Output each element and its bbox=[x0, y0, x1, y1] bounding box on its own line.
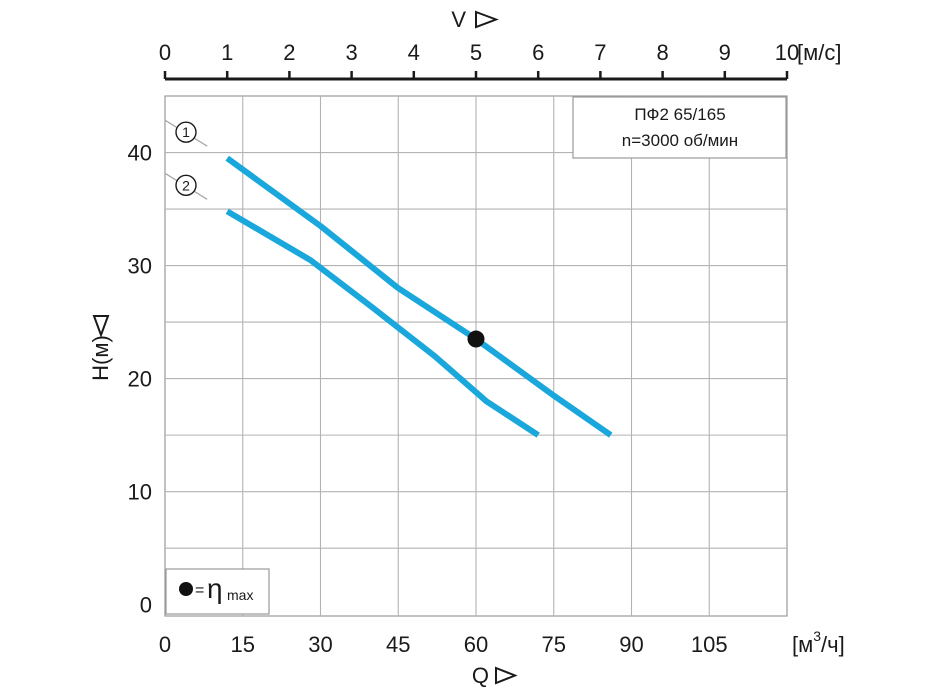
x-tick-label-6: 90 bbox=[619, 632, 643, 657]
legend-marker-dot bbox=[179, 582, 193, 596]
info-box bbox=[572, 96, 787, 159]
series-badge-1 bbox=[175, 121, 197, 143]
top-tick-label-7: 7 bbox=[594, 40, 606, 65]
y-axis-arrow-icon bbox=[92, 315, 110, 338]
top-tick-label-1: 1 bbox=[221, 40, 233, 65]
x-axis-ticks: 0 15 30 45 60 75 90 105 bbox=[159, 632, 728, 657]
y-axis-ticks: 0 10 20 30 40 bbox=[128, 141, 152, 618]
series-badge-2 bbox=[175, 174, 197, 197]
top-tick-label-8: 8 bbox=[656, 40, 668, 65]
top-axis-ticks: 0 1 2 3 4 5 6 7 8 9 10 bbox=[159, 40, 799, 79]
x-tick-label-2: 30 bbox=[308, 632, 332, 657]
legend-equals: = bbox=[195, 582, 204, 599]
top-axis-unit: [м/с] bbox=[797, 40, 841, 65]
x-tick-label-3: 45 bbox=[386, 632, 410, 657]
top-tick-label-5: 5 bbox=[470, 40, 482, 65]
y-tick-label-3: 30 bbox=[128, 254, 152, 279]
grid bbox=[165, 96, 787, 616]
legend-eta: η bbox=[207, 573, 223, 604]
x-tick-label-1: 15 bbox=[231, 632, 255, 657]
top-axis-label: V bbox=[451, 7, 466, 32]
x-axis-unit-base: [м bbox=[792, 632, 813, 657]
series-label-2: 2 bbox=[182, 177, 190, 193]
y-tick-label-1: 10 bbox=[128, 480, 152, 505]
top-tick-label-6: 6 bbox=[532, 40, 544, 65]
top-tick-label-2: 2 bbox=[283, 40, 295, 65]
info-box-model: ПФ2 65/165 bbox=[634, 105, 725, 124]
series-line-1 bbox=[225, 155, 613, 438]
series-line-2 bbox=[225, 208, 540, 438]
top-tick-label-10: 10 bbox=[775, 40, 799, 65]
x-tick-label-5: 75 bbox=[542, 632, 566, 657]
x-axis-unit: [м3/ч] bbox=[792, 628, 845, 657]
x-axis-unit-tail: /ч] bbox=[821, 632, 845, 657]
top-tick-label-0: 0 bbox=[159, 40, 171, 65]
y-tick-label-2: 20 bbox=[128, 367, 152, 392]
x-axis-label: Q bbox=[472, 663, 489, 688]
top-tick-label-4: 4 bbox=[408, 40, 420, 65]
x-axis-arrow-icon bbox=[495, 666, 518, 685]
info-box-speed: n=3000 об/мин bbox=[622, 131, 738, 150]
y-tick-label-0: 0 bbox=[140, 593, 152, 618]
x-tick-label-4: 60 bbox=[464, 632, 488, 657]
legend-eta-sub: max bbox=[227, 587, 253, 603]
y-axis-label: H(м) bbox=[88, 335, 113, 381]
x-tick-label-7: 105 bbox=[691, 632, 728, 657]
y-axis-title-group: H(м) bbox=[88, 335, 113, 381]
eta-max-point bbox=[467, 330, 485, 348]
top-tick-label-3: 3 bbox=[345, 40, 357, 65]
x-axis-unit-sup: 3 bbox=[813, 628, 821, 644]
top-tick-label-9: 9 bbox=[719, 40, 731, 65]
x-tick-label-0: 0 bbox=[159, 632, 171, 657]
y-tick-label-4: 40 bbox=[128, 141, 152, 166]
curves: 12 bbox=[164, 119, 613, 438]
series-label-1: 1 bbox=[182, 124, 190, 140]
top-axis-arrow-icon bbox=[475, 10, 499, 29]
